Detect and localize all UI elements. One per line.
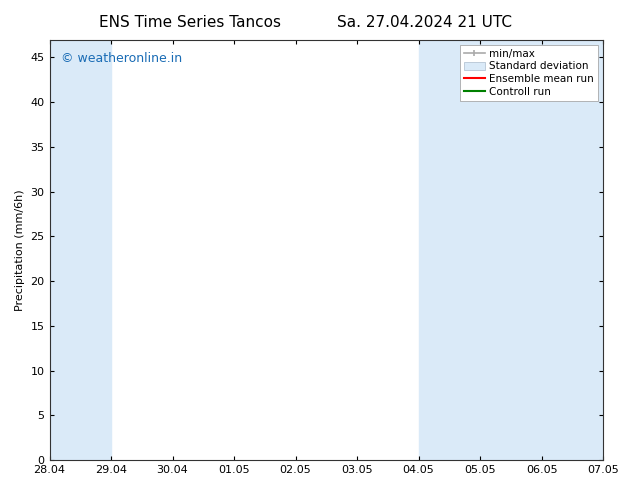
Text: ENS Time Series Tancos: ENS Time Series Tancos [99,15,281,30]
Y-axis label: Precipitation (mm/6h): Precipitation (mm/6h) [15,189,25,311]
Bar [541,40,603,460]
Text: © weatheronline.in: © weatheronline.in [61,52,182,65]
Bar [480,40,541,460]
Text: Sa. 27.04.2024 21 UTC: Sa. 27.04.2024 21 UTC [337,15,512,30]
Bar [418,40,480,460]
Bar [49,40,111,460]
Legend: min/max, Standard deviation, Ensemble mean run, Controll run: min/max, Standard deviation, Ensemble me… [460,45,598,101]
